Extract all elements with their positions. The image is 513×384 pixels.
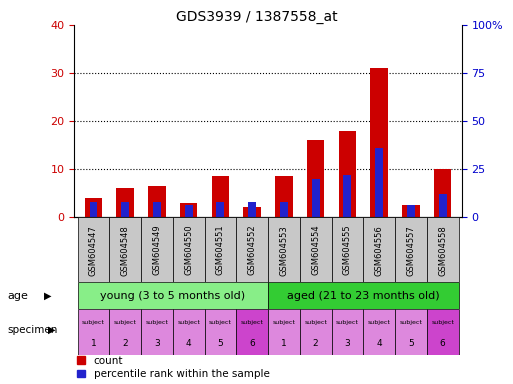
Text: 4: 4 (377, 339, 382, 348)
Text: aged (21 to 23 months old): aged (21 to 23 months old) (287, 291, 440, 301)
Text: 3: 3 (345, 339, 350, 348)
Text: GSM604553: GSM604553 (280, 225, 288, 276)
Bar (121, 202, 129, 217)
Text: GSM604550: GSM604550 (184, 225, 193, 275)
Bar (141, 217, 173, 282)
Bar (434, 169, 451, 217)
Text: 6: 6 (249, 339, 255, 348)
Text: 5: 5 (408, 339, 414, 348)
Text: 6: 6 (440, 339, 445, 348)
Bar (370, 68, 388, 217)
Text: 1: 1 (281, 339, 287, 348)
Bar (248, 202, 256, 217)
Text: GSM604552: GSM604552 (248, 225, 256, 275)
Bar (212, 176, 229, 217)
Text: GSM604558: GSM604558 (438, 225, 447, 276)
Bar (439, 194, 447, 217)
Text: subject: subject (431, 319, 454, 324)
Bar (427, 309, 459, 355)
Text: specimen: specimen (8, 325, 58, 335)
Bar (141, 309, 173, 355)
Text: 5: 5 (218, 339, 223, 348)
Text: young (3 to 5 months old): young (3 to 5 months old) (100, 291, 245, 301)
Text: subject: subject (177, 319, 200, 324)
Text: subject: subject (114, 319, 136, 324)
Bar (331, 309, 363, 355)
Text: age: age (8, 291, 29, 301)
Bar (148, 186, 166, 217)
Text: subject: subject (272, 319, 295, 324)
Bar (407, 205, 415, 217)
Text: 4: 4 (186, 339, 191, 348)
Bar (109, 217, 141, 282)
Text: GSM604551: GSM604551 (216, 225, 225, 275)
Bar (205, 309, 236, 355)
Bar (268, 217, 300, 282)
Bar (268, 309, 300, 355)
Text: GSM604554: GSM604554 (311, 225, 320, 275)
Text: subject: subject (400, 319, 422, 324)
Bar (77, 282, 268, 309)
Bar (205, 217, 236, 282)
Bar (116, 188, 134, 217)
Text: GSM604555: GSM604555 (343, 225, 352, 275)
Text: 2: 2 (123, 339, 128, 348)
Bar (363, 217, 395, 282)
Bar (244, 207, 261, 217)
Bar (300, 309, 331, 355)
Text: subject: subject (304, 319, 327, 324)
Text: ▶: ▶ (44, 291, 51, 301)
Bar (109, 309, 141, 355)
Bar (236, 309, 268, 355)
Bar (173, 309, 205, 355)
Bar (307, 140, 324, 217)
Text: ▶: ▶ (48, 325, 55, 335)
Bar (77, 309, 109, 355)
Text: subject: subject (209, 319, 232, 324)
Bar (363, 309, 395, 355)
Bar (173, 217, 205, 282)
Bar (180, 203, 198, 217)
Bar (402, 205, 420, 217)
Bar (89, 202, 97, 217)
Legend: count, percentile rank within the sample: count, percentile rank within the sample (77, 356, 269, 379)
Bar (236, 217, 268, 282)
Text: subject: subject (241, 319, 264, 324)
Bar (339, 131, 356, 217)
Bar (280, 202, 288, 217)
Text: subject: subject (82, 319, 105, 324)
Text: 1: 1 (91, 339, 96, 348)
Text: subject: subject (336, 319, 359, 324)
Bar (185, 205, 192, 217)
Bar (344, 175, 351, 217)
Bar (395, 217, 427, 282)
Text: GSM604547: GSM604547 (89, 225, 98, 276)
Bar (268, 282, 459, 309)
Text: subject: subject (368, 319, 390, 324)
Bar (300, 217, 331, 282)
Bar (77, 217, 109, 282)
Text: GSM604549: GSM604549 (152, 225, 162, 275)
Text: GSM604556: GSM604556 (374, 225, 384, 276)
Text: 2: 2 (313, 339, 319, 348)
Text: GSM604548: GSM604548 (121, 225, 130, 276)
Bar (375, 148, 383, 217)
Bar (427, 217, 459, 282)
Text: GSM604557: GSM604557 (406, 225, 416, 276)
Bar (153, 202, 161, 217)
Bar (216, 202, 224, 217)
Bar (275, 176, 292, 217)
Text: 3: 3 (154, 339, 160, 348)
Bar (331, 217, 363, 282)
Text: GDS3939 / 1387558_at: GDS3939 / 1387558_at (175, 10, 338, 23)
Text: subject: subject (146, 319, 168, 324)
Bar (395, 309, 427, 355)
Bar (312, 179, 320, 217)
Bar (85, 198, 102, 217)
